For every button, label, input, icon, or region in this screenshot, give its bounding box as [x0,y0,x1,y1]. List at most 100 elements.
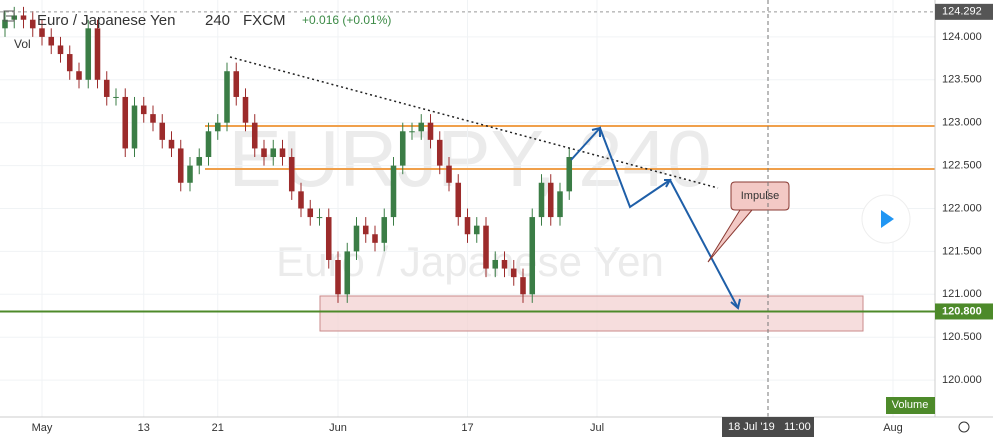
price-tag [935,303,993,320]
candle-body [196,157,203,166]
candle-body [122,96,129,149]
candle-body [57,45,64,55]
candle-body [251,122,258,149]
candle-body [48,36,55,46]
play-icon [881,210,894,228]
candle-body [344,251,351,295]
change: +0.016 (+0.01%) [302,13,391,27]
candle-body [150,114,156,123]
candle-body [20,15,27,20]
interval: 240 [205,12,230,29]
x-tick-label: Aug [883,422,903,434]
last-price-tag [935,3,993,20]
volume-tag [886,397,935,414]
watermark-name: Euro / Japanese Yen [276,238,664,285]
candle-body [205,131,212,158]
candle-body [270,148,277,158]
candle-body [76,71,82,80]
candle-body [520,277,526,295]
candle-body [353,225,360,252]
candle-body [418,122,425,132]
crosshair-clock: 11:00 [784,421,811,433]
candle-body [214,122,221,132]
candle-body [436,139,443,166]
candle-body [501,259,508,269]
candle-body [372,234,378,243]
candle-body [177,148,184,183]
x-tick-label: Jul [590,422,604,434]
watermark-ticker: EURJPY, 240 [228,114,711,203]
callout-box [707,181,790,263]
x-tick-label: Jun [329,422,347,434]
candle-body [409,131,415,133]
price-tag-text: 120.800 [942,305,982,317]
candle-body [113,96,119,98]
candle-body [66,54,73,72]
x-tick-label: 21 [212,422,224,434]
candle-body [446,165,452,183]
arrow-heads [591,126,741,310]
y-tick-label: 120.000 [942,374,982,386]
candle-body [279,148,286,158]
candle-body [557,191,563,218]
candle-body [168,139,175,149]
symbol: Euro / Japanese Yen [37,12,175,29]
source: FXCM [243,12,286,29]
x-tick-label: 17 [461,422,473,434]
y-tick-label: 121.500 [942,245,982,257]
crosshair-date: 18 Jul '19 [728,421,775,433]
last-price-text: 124.292 [942,6,982,18]
x-tick-label: May [32,422,53,434]
candle-body [298,191,304,209]
candle-body [483,225,489,269]
candle-body [94,28,101,80]
axes: 124.000 123.500 123.000 122.500 122.000 121.5… [32,31,982,434]
candle-body [335,259,341,295]
candle-body [455,182,462,218]
y-tick-label: 121.000 [942,288,982,300]
candle-body [2,19,8,29]
candle-body [566,157,573,192]
candle-body [39,28,45,37]
candle-body [159,122,166,140]
candle-body [85,28,92,80]
candle-body [529,217,536,295]
candle-body [242,96,249,123]
candle-body [103,79,110,97]
y-tick-label: 124.000 [942,31,982,43]
support-zone [319,295,864,332]
candle-body [399,131,406,166]
candle-body [224,71,230,123]
candle-body [464,217,471,235]
y-tick-label: 122.500 [942,160,982,172]
grid [0,0,935,417]
y-tick-label: 122.000 [942,202,982,214]
crosshair-time-box [722,417,814,437]
candle-body [362,225,369,235]
candle-body [307,208,314,218]
candle-body [288,157,295,192]
settings-icon[interactable] [958,421,970,433]
candle-body [390,165,397,218]
candle-body [538,182,545,218]
candle-body [510,268,517,278]
candle-body [316,217,323,219]
collapse-icon[interactable] [3,10,15,22]
candle-body [492,259,499,269]
candle-body [547,182,554,218]
candle-body [233,71,240,97]
y-tick-label: 123.500 [942,74,982,86]
projection-path [570,126,739,309]
candle-body [187,165,193,183]
trend-line [229,56,719,189]
candle-body [140,105,147,115]
candle-body [261,148,267,158]
volume-label: Vol [14,37,31,51]
volume-tag-text: Volume [892,399,929,411]
candle-body [131,105,138,149]
candle-body [473,225,480,235]
candle-body [29,19,36,29]
x-tick-label: 13 [138,422,150,434]
